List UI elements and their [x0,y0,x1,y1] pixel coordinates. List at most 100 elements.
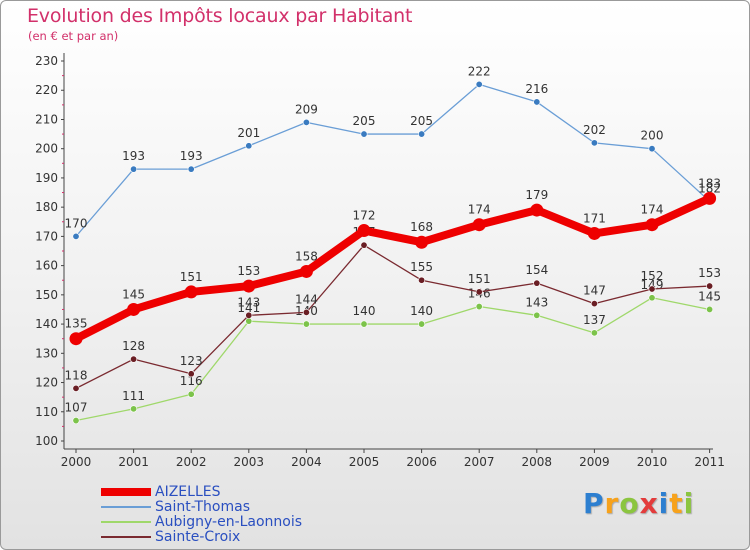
x-tick-label: 2011 [694,455,725,469]
data-label-sainte-croix: 118 [65,368,88,382]
data-label-sainte-croix: 151 [468,272,491,286]
data-point-sainte-croix [533,279,541,287]
x-tick-label: 2010 [637,455,668,469]
data-label-saint-thomas: 205 [410,114,433,128]
data-point-sainte-croix [648,285,656,293]
data-point-aizelles [587,226,601,240]
data-label-aizelles: 179 [525,188,548,202]
legend-swatch [101,488,151,496]
y-tick-label: 160 [35,259,58,273]
data-point-aizelles [69,332,83,346]
logo-letter: o [619,487,640,520]
data-label-saint-thomas: 201 [237,126,260,140]
legend-item: Saint-Thomas [101,499,401,515]
data-label-saint-thomas: 222 [468,64,491,78]
data-label-aizelles: 171 [583,211,606,225]
data-point-aubigny-en-laonnois [72,417,80,425]
y-tick-label: 170 [35,229,58,243]
data-point-aubigny-en-laonnois [418,320,426,328]
data-point-saint-thomas [130,165,138,173]
data-label-saint-thomas: 216 [525,82,548,96]
legend-item: Sainte-Croix [101,529,401,545]
logo-letter: P [583,487,605,520]
data-label-aubigny-en-laonnois: 143 [525,295,548,309]
data-point-sainte-croix [302,308,310,316]
data-label-saint-thomas: 200 [641,129,664,143]
data-point-saint-thomas [418,130,426,138]
data-label-sainte-croix: 153 [698,266,721,280]
x-tick-label: 2009 [579,455,610,469]
proxiti-logo: Proxiti [583,487,694,520]
series-line-saint-thomas [75,83,711,238]
data-point-saint-thomas [533,98,541,106]
data-label-saint-thomas: 193 [122,149,145,163]
data-point-aubigny-en-laonnois [360,320,368,328]
series-line-sainte-croix [75,244,711,390]
legend-swatch [101,536,151,538]
data-point-aubigny-en-laonnois [648,294,656,302]
legend-label: AIZELLES [155,484,221,500]
logo-letter: i [683,487,695,520]
data-label-aizelles: 183 [698,176,721,190]
data-label-aubigny-en-laonnois: 137 [583,313,606,327]
data-label-aizelles: 151 [180,270,203,284]
data-point-aizelles [242,279,256,293]
y-tick-label: 150 [35,288,58,302]
data-label-sainte-croix: 152 [641,269,664,283]
data-point-sainte-croix [706,282,714,290]
data-point-aubigny-en-laonnois [130,405,138,413]
x-tick-label: 2001 [118,455,149,469]
y-tick-label: 100 [35,434,58,448]
data-point-saint-thomas [360,130,368,138]
legend-item: AIZELLES [101,484,401,500]
data-point-aizelles [703,191,717,205]
data-label-aubigny-en-laonnois: 140 [410,304,433,318]
data-label-sainte-croix: 147 [583,284,606,298]
data-label-saint-thomas: 170 [65,216,88,230]
x-tick-label: 2002 [176,455,207,469]
logo-letter: t [669,487,684,520]
data-label-sainte-croix: 123 [180,354,203,368]
data-label-aubigny-en-laonnois: 140 [353,304,376,318]
legend-label: Saint-Thomas [155,499,250,515]
data-point-aizelles [645,218,659,232]
y-tick-label: 180 [35,200,58,214]
data-point-saint-thomas [72,232,80,240]
x-tick-label: 2006 [406,455,437,469]
data-label-aubigny-en-laonnois: 116 [180,374,203,388]
data-label-aizelles: 135 [65,317,88,331]
data-label-sainte-croix: 143 [237,295,260,309]
data-point-sainte-croix [590,300,598,308]
x-tick-label: 2005 [349,455,380,469]
data-label-aizelles: 158 [295,249,318,263]
data-label-aizelles: 172 [353,209,376,223]
data-label-aizelles: 174 [468,203,491,217]
y-tick-label: 140 [35,317,58,331]
data-point-saint-thomas [302,118,310,126]
legend-label: Aubigny-en-Laonnois [155,514,303,530]
data-label-aubigny-en-laonnois: 111 [122,389,145,403]
data-label-saint-thomas: 193 [180,149,203,163]
data-point-sainte-croix [418,276,426,284]
data-label-aizelles: 145 [122,287,145,301]
data-point-aizelles [184,285,198,299]
data-point-aizelles [127,302,141,316]
data-label-aizelles: 153 [237,264,260,278]
data-label-aubigny-en-laonnois: 141 [237,301,260,315]
data-point-sainte-croix [187,370,195,378]
data-point-aubigny-en-laonnois [533,311,541,319]
data-point-aizelles [530,203,544,217]
data-label-sainte-croix: 128 [122,339,145,353]
legend-swatch [101,521,151,523]
data-label-aizelles: 168 [410,220,433,234]
data-point-sainte-croix [72,384,80,392]
logo-letter: x [639,487,659,520]
y-tick-label: 210 [35,112,58,126]
data-point-aizelles [299,264,313,278]
data-label-sainte-croix: 155 [410,260,433,274]
x-tick-label: 2000 [61,455,92,469]
y-tick-label: 200 [35,142,58,156]
y-tick-label: 230 [35,54,58,68]
